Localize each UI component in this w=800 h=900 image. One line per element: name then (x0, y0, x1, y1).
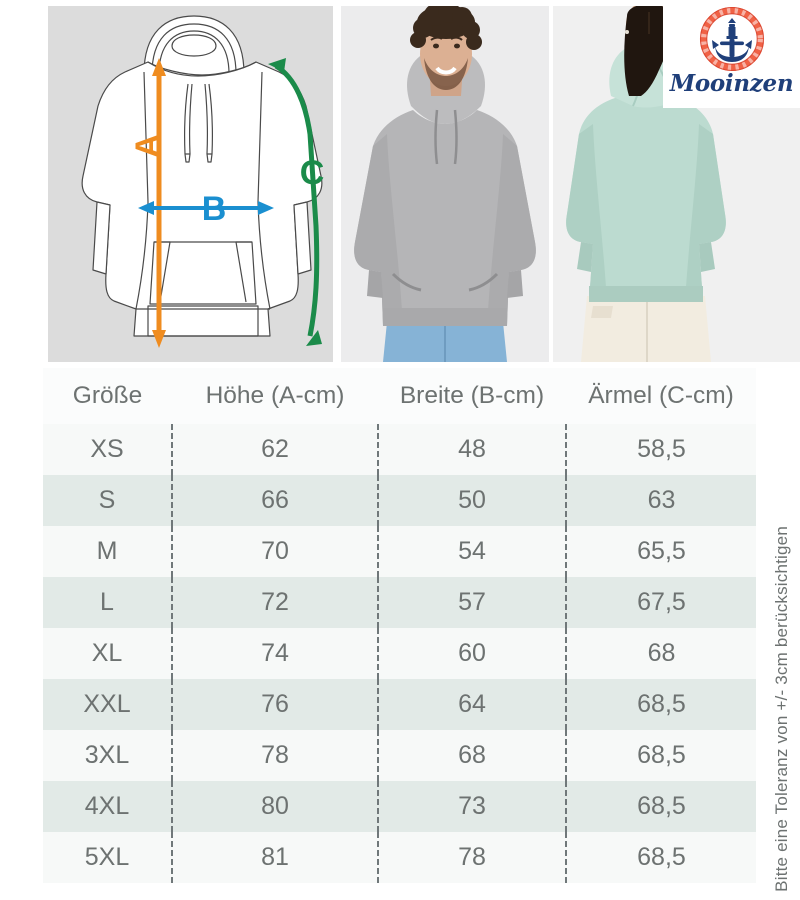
cell-size: XL (43, 628, 172, 679)
measure-c-label: C (300, 154, 325, 192)
size-table-container: Größe Höhe (A-cm) Breite (B-cm) Ärmel (C… (43, 368, 756, 888)
tolerance-note: Bitte eine Toleranz von +/- 3cm berücksi… (766, 372, 798, 892)
table-row: 4XL 80 73 68,5 (43, 781, 756, 832)
table-row: XL 74 60 68 (43, 628, 756, 679)
hoodie-measurement-diagram: A B C (48, 6, 333, 362)
cell-size: 3XL (43, 730, 172, 781)
cell-height: 70 (171, 526, 378, 577)
cell-width: 73 (377, 781, 566, 832)
size-table: Größe Höhe (A-cm) Breite (B-cm) Ärmel (C… (43, 368, 756, 883)
cell-height: 80 (171, 781, 378, 832)
cell-width: 64 (377, 679, 566, 730)
cell-height: 72 (171, 577, 378, 628)
cell-height: 74 (171, 628, 378, 679)
cell-width: 78 (377, 832, 566, 883)
cell-sleeve: 68,5 (565, 832, 756, 883)
cell-size: XXL (43, 679, 172, 730)
cell-sleeve: 68 (565, 628, 756, 679)
cell-size: S (43, 475, 172, 526)
cell-sleeve: 65,5 (565, 526, 756, 577)
cell-width: 60 (377, 628, 566, 679)
cell-size: 4XL (43, 781, 172, 832)
lighthouse-anchor-rope-emblem (699, 6, 765, 72)
cell-height: 62 (171, 424, 378, 475)
table-row: XXL 76 64 68,5 (43, 679, 756, 730)
table-row: M 70 54 65,5 (43, 526, 756, 577)
table-row: 3XL 78 68 68,5 (43, 730, 756, 781)
size-table-body: XS 62 48 58,5 S 66 50 63 M 70 54 65,5 L … (43, 424, 756, 883)
cell-height: 76 (171, 679, 378, 730)
column-header-size: Größe (43, 368, 172, 424)
brand-logo: Mooinzen (663, 4, 800, 108)
cell-sleeve: 68,5 (565, 781, 756, 832)
cell-width: 54 (377, 526, 566, 577)
cell-height: 78 (171, 730, 378, 781)
table-row: L 72 57 67,5 (43, 577, 756, 628)
cell-sleeve: 58,5 (565, 424, 756, 475)
header-row: Größe Höhe (A-cm) Breite (B-cm) Ärmel (C… (43, 368, 756, 424)
cell-width: 48 (377, 424, 566, 475)
model-front-grey-hoodie (341, 6, 549, 362)
cell-sleeve: 67,5 (565, 577, 756, 628)
column-header-height: Höhe (A-cm) (172, 368, 378, 424)
table-row: 5XL 81 78 68,5 (43, 832, 756, 883)
cell-width: 68 (377, 730, 566, 781)
cell-size: L (43, 577, 172, 628)
measure-b-label: B (202, 190, 227, 228)
table-row: XS 62 48 58,5 (43, 424, 756, 475)
size-table-head: Größe Höhe (A-cm) Breite (B-cm) Ärmel (C… (43, 368, 756, 424)
cell-width: 50 (377, 475, 566, 526)
measure-c-arrow (274, 63, 320, 337)
cell-size: XS (43, 424, 172, 475)
column-header-sleeve: Ärmel (C-cm) (566, 368, 756, 424)
cell-height: 66 (171, 475, 378, 526)
column-header-width: Breite (B-cm) (378, 368, 566, 424)
cell-sleeve: 63 (565, 475, 756, 526)
image-strip: A B C (0, 0, 800, 368)
tolerance-note-text: Bitte eine Toleranz von +/- 3cm berücksi… (772, 526, 791, 892)
measure-a-label: A (129, 134, 167, 159)
brand-wordmark: Mooinzen (669, 70, 794, 97)
cell-sleeve: 68,5 (565, 679, 756, 730)
cell-sleeve: 68,5 (565, 730, 756, 781)
measure-b-arrow (138, 201, 274, 215)
cell-size: 5XL (43, 832, 172, 883)
cell-width: 57 (377, 577, 566, 628)
cell-height: 81 (171, 832, 378, 883)
table-row: S 66 50 63 (43, 475, 756, 526)
cell-size: M (43, 526, 172, 577)
measure-a-arrow (152, 58, 166, 348)
